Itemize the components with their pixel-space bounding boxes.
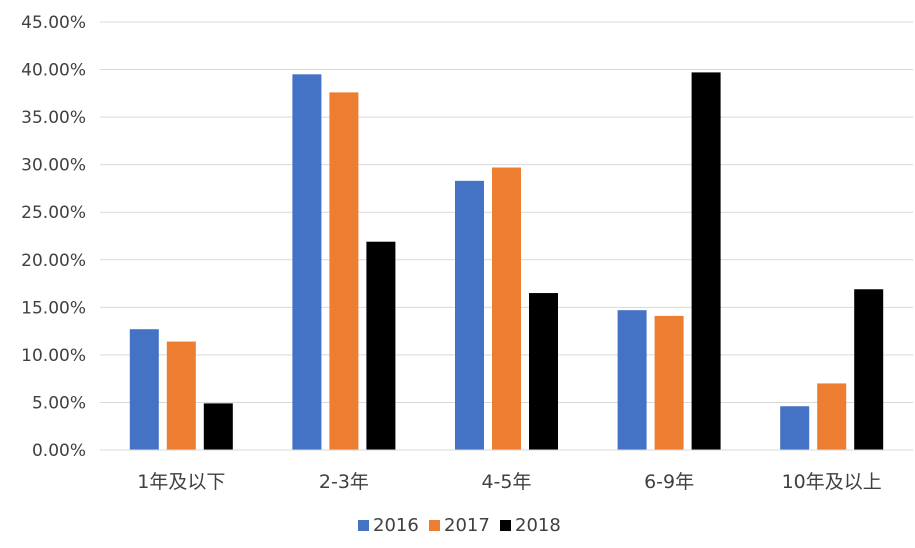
bar-2018-1 [366,241,396,450]
x-axis-labels: 1年及以下 2-3年 4-5年 6-9年 10年及以上 [137,471,882,493]
legend-label: 2018 [515,515,561,536]
legend-item-2018: 2018 [500,515,561,536]
bar-2018-4 [854,289,884,450]
bar-2016-1 [292,74,322,451]
y-tick-label: 40.00% [21,61,86,81]
bar-2017-2 [492,167,521,450]
y-tick-label: 35.00% [21,108,86,128]
x-tick-label: 10年及以上 [782,471,882,493]
y-tick-label: 45.00% [21,13,86,33]
bar-2016-4 [780,406,810,450]
bar-2018-2 [529,293,558,450]
bar-2017-3 [654,315,684,450]
y-tick-label: 5.00% [32,393,86,413]
y-tick-label: 30.00% [21,156,86,176]
x-tick-label: 2-3年 [319,471,369,493]
y-tick-label: 20.00% [21,251,86,271]
legend: 2016 2017 2018 [358,515,561,536]
y-tick-label: 0.00% [32,441,86,461]
x-tick-label: 1年及以下 [137,471,225,493]
bar-2018-0 [203,403,233,450]
bar-2018-3 [691,72,721,451]
bar-2017-4 [817,383,847,450]
y-tick-label: 15.00% [21,298,86,318]
bar-2016-0 [129,329,159,450]
bars [129,72,884,451]
x-tick-label: 6-9年 [644,471,694,493]
bar-2017-1 [329,92,359,450]
legend-label: 2017 [444,515,490,536]
y-tick-label: 10.00% [21,346,86,366]
x-tick-label: 4-5年 [481,471,531,493]
bar-2016-2 [455,180,484,450]
legend-swatch [358,520,369,531]
y-axis-ticks: 0.00% 5.00% 10.00% 15.00% 20.00% 25.00% 30.00%… [21,13,86,461]
legend-item-2017: 2017 [429,515,490,536]
bar-2016-3 [617,310,647,450]
legend-swatch [429,520,440,531]
legend-item-2016: 2016 [358,515,419,536]
legend-swatch [500,520,511,531]
legend-label: 2016 [373,515,419,536]
y-tick-label: 25.00% [21,203,86,223]
bar-2017-0 [166,341,196,450]
